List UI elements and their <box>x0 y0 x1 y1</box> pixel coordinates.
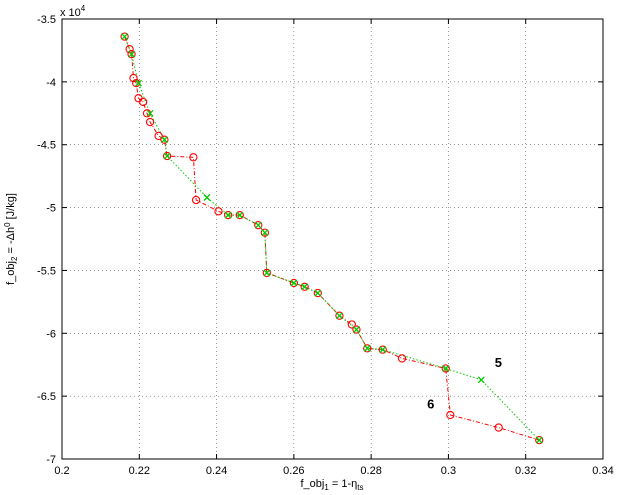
red-circle-marker <box>145 117 155 127</box>
green-x-marker <box>135 79 142 87</box>
red-circle-marker <box>446 410 455 420</box>
x-tick-label: 0.32 <box>515 465 536 477</box>
green-x-marker <box>261 229 269 237</box>
red-circle-marker <box>535 435 544 445</box>
grid-lines <box>62 19 603 459</box>
green-x-marker <box>254 221 262 229</box>
x-tick-label: 0.2 <box>54 465 69 477</box>
y-tick-label: -3.5 <box>37 14 56 26</box>
green-x-marker <box>363 344 371 352</box>
red-circle-marker <box>132 78 141 88</box>
red-circle-marker <box>127 50 136 59</box>
y-multiplier-label: x 104 <box>60 4 86 19</box>
red-circle-marker <box>397 354 407 363</box>
red-circle-marker <box>120 32 129 41</box>
point-annotation: 6 <box>427 397 434 412</box>
red-circle-marker <box>189 153 198 162</box>
red-circle-marker <box>300 282 309 291</box>
red-circle-marker <box>378 345 387 354</box>
y-tick-label: -5.5 <box>37 265 56 277</box>
annotations: 56 <box>427 355 502 411</box>
x-tick-label: 0.34 <box>592 465 613 477</box>
red-circle-marker <box>260 228 270 237</box>
green-x-marker <box>301 283 309 291</box>
green-x-marker <box>128 50 136 58</box>
red-circle-marker <box>138 97 148 107</box>
red-circle-marker <box>262 268 271 278</box>
green-x-marker <box>263 269 271 277</box>
x-axis-title: f_obj1 = 1-ηts <box>301 478 364 492</box>
data-markers <box>120 32 544 445</box>
y-tick-label: -6.5 <box>37 391 56 403</box>
green-x-marker <box>236 211 244 219</box>
x-tick-label: 0.26 <box>283 465 304 477</box>
red-circle-marker <box>191 195 201 205</box>
green-x-marker <box>160 136 168 144</box>
green-x-marker <box>121 33 129 41</box>
red-circle-marker <box>352 325 361 334</box>
green-x-marker <box>335 312 343 320</box>
red-circle-marker <box>160 135 169 144</box>
y-tick-label: -7 <box>46 454 56 466</box>
y-tick-label: -4.5 <box>37 140 56 152</box>
green-x-marker <box>224 211 232 219</box>
plot-area <box>62 19 603 459</box>
red-circle-marker <box>129 73 138 83</box>
red-circle-marker <box>289 278 299 288</box>
x-axis-ticks: 0.2 0.22 0.24 0.26 0.28 0.3 0.32 0.34 <box>54 19 614 477</box>
red-circle-marker <box>235 210 244 220</box>
y-axis-ticks: -3.5 -4 -4.5 -5 -5.5 -6 -6.5 -7 <box>37 14 603 466</box>
green-x-marker <box>203 194 211 201</box>
point-annotation: 5 <box>495 355 502 370</box>
red-circle-marker <box>313 288 322 298</box>
red-circle-marker <box>335 311 344 320</box>
plot-frame <box>61 18 604 460</box>
x-tick-label: 0.22 <box>129 465 150 477</box>
green-x-marker <box>535 436 543 444</box>
x-tick-label: 0.3 <box>441 465 456 477</box>
red-circle-marker <box>162 151 172 161</box>
red-circle-marker <box>154 131 163 141</box>
red-circle-marker <box>347 320 356 329</box>
green-x-marker <box>163 152 171 160</box>
y-axis-title: f_obj2 = -Δh0 [J/kg] <box>3 193 19 285</box>
x-tick-label: 0.28 <box>360 465 381 477</box>
green-x-marker <box>146 109 154 117</box>
red-circle-marker <box>494 423 503 432</box>
red-circle-marker <box>254 221 263 230</box>
x-tick-label: 0.24 <box>206 465 227 477</box>
y-tick-label: -5 <box>46 203 56 215</box>
y-tick-label: -4 <box>46 77 56 89</box>
red-circle-marker <box>224 210 233 220</box>
green-x-marker <box>477 376 485 384</box>
green-x-marker <box>379 346 387 354</box>
red-circle-marker <box>363 344 372 353</box>
green-x-marker <box>314 289 322 297</box>
green-x-marker <box>442 365 450 372</box>
green-x-marker <box>352 326 360 333</box>
y-tick-label: -6 <box>46 328 56 340</box>
red-circle-marker <box>441 364 450 373</box>
red-circle-marker <box>214 207 223 216</box>
green-x-marker <box>290 279 298 287</box>
